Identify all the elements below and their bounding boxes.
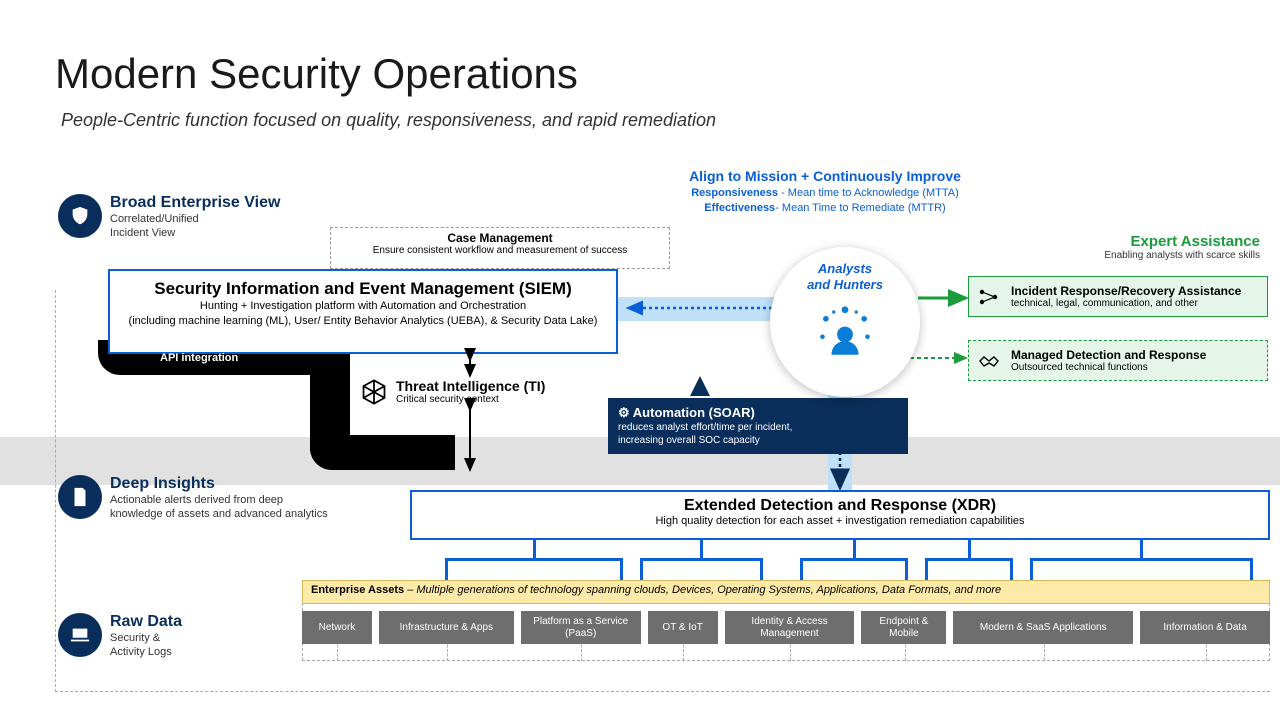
asset-chips-row: NetworkInfrastructure & AppsPlatform as … — [302, 611, 1270, 644]
asset-chip: Information & Data — [1140, 611, 1270, 644]
asset-chip: Platform as a Service (PaaS) — [521, 611, 641, 644]
expert-assistance-heading: Expert Assistance Enabling analysts with… — [1040, 233, 1260, 261]
raw-title: Raw Data — [110, 613, 290, 631]
soar-title: Automation (SOAR) — [618, 405, 898, 421]
person-nodes-icon — [809, 294, 881, 366]
broad-enterprise-view-label: Broad Enterprise View Correlated/Unified… — [110, 194, 310, 241]
raw-sub: Security & Activity Logs — [110, 631, 290, 660]
mission-block: Align to Mission + Continuously Improve … — [620, 168, 1030, 214]
ir-sub: technical, legal, communication, and oth… — [1011, 298, 1259, 309]
soar-sub: reduces analyst effort/time per incident… — [618, 421, 898, 447]
asset-chip: Network — [302, 611, 372, 644]
analysts-circle: Analysts and Hunters — [770, 247, 920, 397]
managed-detection-box: Managed Detection and Response Outsource… — [968, 340, 1268, 381]
automation-soar-box: Automation (SOAR) reduces analyst effort… — [608, 398, 908, 454]
page-subtitle: People-Centric function focused on quali… — [61, 110, 716, 131]
cube-icon — [360, 378, 388, 406]
enterprise-assets-bar: Enterprise Assets – Multiple generations… — [302, 580, 1270, 604]
siem-sub2: (including machine learning (ML), User/ … — [120, 314, 606, 329]
mission-heading: Align to Mission + Continuously Improve — [620, 168, 1030, 184]
case-management-box: Case Management Ensure consistent workfl… — [330, 227, 670, 269]
api-pipe-bottom — [310, 435, 455, 470]
xdr-sub: High quality detection for each asset + … — [417, 515, 1263, 527]
broad-title: Broad Enterprise View — [110, 194, 310, 212]
assets-bar-desc: Multiple generations of technology spann… — [416, 584, 1001, 596]
siem-title: Security Information and Event Managemen… — [120, 279, 606, 299]
handshake-icon — [977, 349, 1001, 378]
xdr-title: Extended Detection and Response (XDR) — [417, 497, 1263, 515]
deep-insights-label: Deep Insights Actionable alerts derived … — [110, 475, 390, 522]
ir-title: Incident Response/Recovery Assistance — [1011, 284, 1259, 298]
broad-sub: Correlated/Unified Incident View — [110, 212, 310, 241]
case-mgmt-sub: Ensure consistent workflow and measureme… — [337, 245, 663, 256]
assets-bar-label: Enterprise Assets — [311, 584, 404, 596]
threat-intel-sub: Critical security context — [396, 394, 545, 405]
mission-l1b: Responsiveness — [691, 187, 778, 199]
mdr-sub: Outsourced technical functions — [1011, 362, 1259, 373]
mission-l2: - Mean Time to Remediate (MTTR) — [775, 202, 946, 214]
expert-sub: Enabling analysts with scarce skills — [1040, 250, 1260, 261]
mdr-title: Managed Detection and Response — [1011, 348, 1259, 362]
asset-chip: Modern & SaaS Applications — [953, 611, 1133, 644]
api-integration-label: API integration — [160, 352, 238, 364]
raw-data-label: Raw Data Security & Activity Logs — [110, 613, 290, 660]
shield-icon — [58, 194, 102, 238]
incident-response-box: Incident Response/Recovery Assistance te… — [968, 276, 1268, 317]
deep-title: Deep Insights — [110, 475, 390, 493]
threat-intel: Threat Intelligence (TI) Critical securi… — [360, 378, 545, 406]
siem-box: Security Information and Event Managemen… — [108, 269, 618, 354]
threat-intel-title: Threat Intelligence (TI) — [396, 378, 545, 394]
nodes-icon — [977, 285, 1001, 314]
mission-l2b: Effectiveness — [704, 202, 775, 214]
page-title: Modern Security Operations — [55, 50, 578, 98]
asset-chip: Identity & Access Management — [725, 611, 855, 644]
deep-sub: Actionable alerts derived from deep know… — [110, 493, 390, 522]
xdr-box: Extended Detection and Response (XDR) Hi… — [410, 490, 1270, 540]
asset-chip: OT & IoT — [648, 611, 718, 644]
document-icon — [58, 475, 102, 519]
asset-chip: Endpoint & Mobile — [861, 611, 946, 644]
mission-l1: - Mean time to Acknowledge (MTTA) — [778, 187, 959, 199]
case-mgmt-title: Case Management — [337, 231, 663, 245]
connector-siem-analysts — [618, 297, 788, 321]
expert-title: Expert Assistance — [1040, 233, 1260, 250]
analysts-title: Analysts and Hunters — [770, 261, 920, 292]
asset-chip: Infrastructure & Apps — [379, 611, 514, 644]
siem-sub1: Hunting + Investigation platform with Au… — [120, 299, 606, 314]
laptop-icon — [58, 613, 102, 657]
